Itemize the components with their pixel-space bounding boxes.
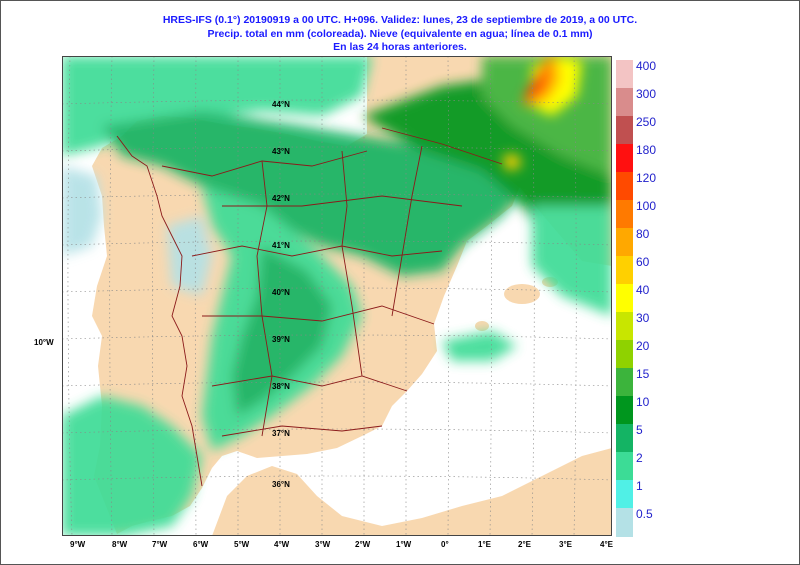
legend-label-180: 180 (636, 143, 657, 157)
legend-label-80: 80 (636, 227, 650, 241)
lon-label-4e: 4°E (600, 540, 613, 549)
legend-label-10: 10 (636, 395, 650, 409)
legend-swatch-0.5 (616, 508, 633, 537)
legend-label-30: 30 (636, 311, 650, 325)
lon-label-5w: 5°W (234, 540, 250, 549)
region-border-7 (391, 145, 423, 317)
lat-label-44: 44°N (272, 100, 290, 109)
spain-portugal-border (116, 135, 203, 487)
legend-swatch-100 (616, 200, 633, 229)
lat-label-39: 39°N (272, 335, 290, 344)
map-subtitle: Precip. total en mm (coloreada). Nieve (… (207, 28, 593, 40)
lon-label-7w: 7°W (152, 540, 168, 549)
lat-label-43: 43°N (272, 147, 290, 156)
legend-label-120: 120 (636, 171, 657, 185)
legend-label-100: 100 (636, 199, 657, 213)
lat-label-41: 41°N (272, 241, 290, 250)
legend-label-1: 1 (636, 479, 643, 493)
lon-label-3w: 3°W (315, 540, 331, 549)
lon-label-10w: 10°W (34, 338, 54, 347)
precip-north-band (102, 111, 532, 276)
region-border-6 (341, 150, 363, 377)
precip-northeast-strong (482, 56, 612, 176)
lon-label-2e: 2°E (518, 540, 531, 549)
legend-label-400: 400 (636, 59, 657, 73)
legend-swatch-80 (616, 228, 633, 257)
lat-label-42: 42°N (272, 194, 290, 203)
ibiza-land (475, 321, 489, 331)
legend-swatch-300 (616, 88, 633, 117)
map-border (62, 56, 612, 536)
legend-label-60: 60 (636, 255, 650, 269)
legend-swatch-1 (616, 480, 633, 509)
legend-swatch-120 (616, 172, 633, 201)
mallorca-land (504, 284, 540, 304)
precip-southwest (62, 396, 202, 536)
precip-pyrenees-yellow (502, 154, 522, 171)
lat-label-37: 37°N (272, 429, 290, 438)
political-borders (116, 127, 503, 487)
france-spain-border (381, 127, 503, 165)
legend-swatch-60 (616, 256, 633, 285)
legend-swatch-180 (616, 144, 633, 173)
precip-light-west (62, 166, 102, 256)
lon-label-9w: 9°W (70, 540, 86, 549)
lon-label-1e: 1°E (478, 540, 491, 549)
lon-label-4w: 4°W (274, 540, 290, 549)
lon-label-6w: 6°W (193, 540, 209, 549)
legend-label-20: 20 (636, 339, 650, 353)
lon-label-3e: 3°E (559, 540, 572, 549)
legend-swatch-15 (616, 368, 633, 397)
legend-swatch-30 (616, 312, 633, 341)
precipitation-fields (62, 56, 612, 536)
lat-label-36: 36°N (272, 480, 290, 489)
legend-label-0.5: 0.5 (636, 507, 653, 521)
region-border-2 (191, 245, 443, 257)
legend-label-2: 2 (636, 451, 643, 465)
legend-label-40: 40 (636, 283, 650, 297)
legend-swatch-2 (616, 452, 633, 481)
legend-label-15: 15 (636, 367, 650, 381)
legend-swatch-400 (616, 60, 633, 89)
precip-light-central (167, 216, 212, 296)
legend-swatch-40 (616, 284, 633, 313)
precip-max-red (524, 64, 548, 104)
precip-central-core (232, 246, 332, 416)
lon-label-1w: 1°W (396, 540, 412, 549)
region-border-8 (222, 195, 463, 207)
legend-swatch-5 (616, 424, 633, 453)
legend-label-5: 5 (636, 423, 643, 437)
legend-swatch-250 (616, 116, 633, 145)
legend-label-300: 300 (636, 87, 657, 101)
graticule (62, 56, 612, 536)
legend-label-250: 250 (636, 115, 657, 129)
precip-balearic-sea (442, 331, 517, 361)
map-title: HRES-IFS (0.1°) 20190919 a 00 UTC. H+096… (162, 14, 638, 26)
lon-label-0: 0° (441, 540, 449, 549)
region-border-9 (221, 425, 383, 437)
north-africa-land (212, 448, 612, 536)
legend-swatch-10 (616, 396, 633, 425)
region-border-5 (256, 160, 273, 437)
region-border-4 (211, 375, 408, 392)
lat-label-40: 40°N (272, 288, 290, 297)
legend-swatch-20 (616, 340, 633, 369)
map-period: En las 24 horas anteriores. (333, 41, 467, 53)
lon-label-2w: 2°W (355, 540, 371, 549)
lat-label-38: 38°N (272, 382, 290, 391)
precip-sea-east (532, 206, 612, 316)
precipitation-map (62, 56, 612, 536)
region-border-3 (202, 305, 435, 325)
precipitation-peaks (502, 56, 582, 171)
lon-label-8w: 8°W (112, 540, 128, 549)
